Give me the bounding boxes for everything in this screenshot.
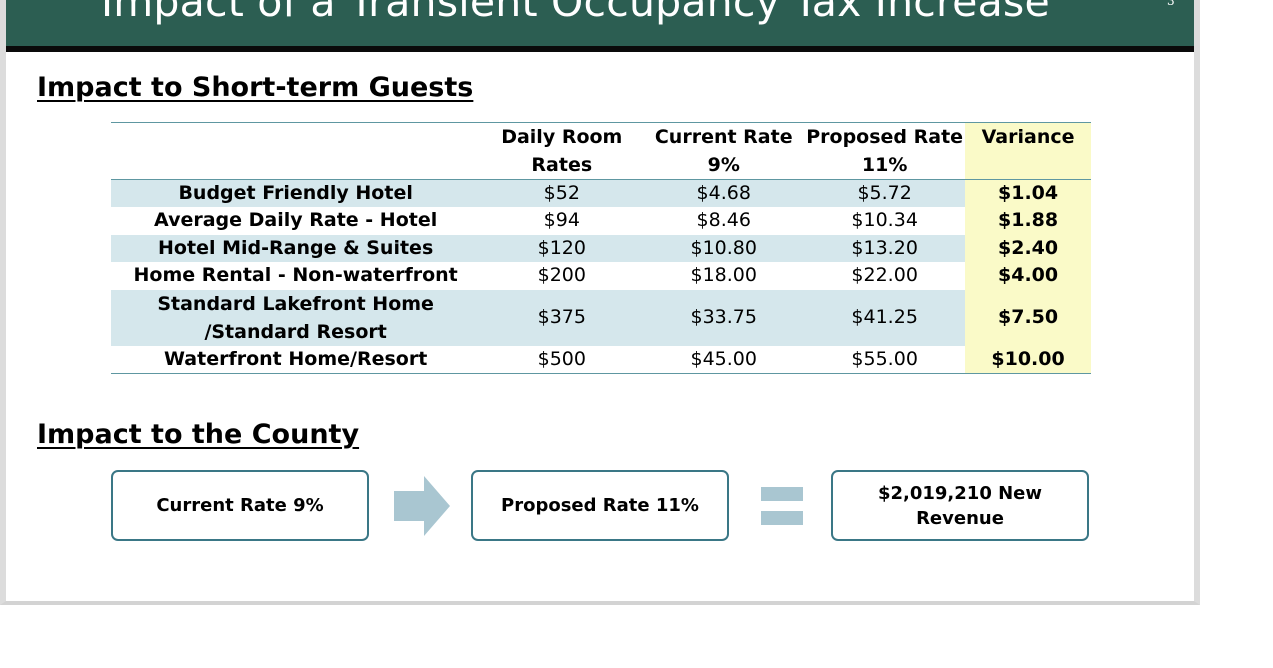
row-name: Home Rental - Non-waterfront bbox=[133, 264, 458, 287]
title-bar: Impact of a Transient Occupancy Tax Incr… bbox=[6, 0, 1194, 52]
row-proposed-rate: $55.00 bbox=[851, 347, 918, 370]
row-current-rate: $8.46 bbox=[696, 209, 751, 232]
table-row: Average Daily Rate - Hotel $94 $8.46 $10… bbox=[111, 207, 1091, 235]
row-name: Hotel Mid-Range & Suites bbox=[111, 234, 481, 262]
table-row: Standard Lakefront Home /Standard Resort… bbox=[111, 289, 1091, 346]
proposed-rate-label: Proposed Rate 11% bbox=[501, 495, 699, 516]
row-name: Waterfront Home/Resort bbox=[164, 347, 428, 370]
row-current-rate: $33.75 bbox=[643, 289, 805, 346]
column-header-name bbox=[111, 123, 480, 180]
row-daily-rate: $375 bbox=[480, 289, 644, 346]
table-row: Budget Friendly Hotel $52 $4.68 $5.72 $1… bbox=[111, 179, 1091, 207]
table-row: Hotel Mid-Range & Suites $120 $10.80 $13… bbox=[111, 234, 1091, 262]
row-variance: $7.50 bbox=[965, 289, 1091, 346]
row-variance: $10.00 bbox=[965, 345, 1091, 373]
row-daily-rate: $500 bbox=[537, 347, 586, 370]
row-proposed-rate: $5.72 bbox=[804, 179, 966, 207]
row-name: Average Daily Rate - Hotel bbox=[154, 209, 438, 232]
county-heading: Impact to the County bbox=[37, 419, 360, 450]
row-daily-rate: $200 bbox=[537, 264, 586, 287]
new-revenue-box: $2,019,210 New Revenue bbox=[831, 470, 1089, 541]
equals-icon bbox=[761, 487, 803, 525]
row-proposed-rate: $13.20 bbox=[804, 234, 966, 262]
row-current-rate: $10.80 bbox=[643, 234, 805, 262]
row-current-rate: $18.00 bbox=[690, 264, 757, 287]
column-header-daily: Daily Room Rates bbox=[501, 126, 623, 176]
column-header-proposed: Proposed Rate 11% bbox=[806, 126, 964, 176]
row-variance: $4.00 bbox=[965, 262, 1091, 290]
row-proposed-rate: $41.25 bbox=[804, 289, 966, 346]
table-row: Home Rental - Non-waterfront $200 $18.00… bbox=[111, 262, 1091, 290]
row-current-rate: $45.00 bbox=[690, 347, 757, 370]
guests-heading: Impact to Short-term Guests bbox=[37, 72, 474, 103]
column-header-variance: Variance bbox=[965, 122, 1091, 180]
row-variance: $1.88 bbox=[965, 207, 1091, 235]
current-rate-box: Current Rate 9% bbox=[111, 470, 369, 541]
slide-title: Impact of a Transient Occupancy Tax Incr… bbox=[101, 0, 1050, 26]
rates-table: Daily Room Rates Current Rate 9% Propose… bbox=[111, 122, 1091, 374]
current-rate-label: Current Rate 9% bbox=[156, 495, 324, 516]
row-name: Standard Lakefront Home /Standard Resort bbox=[111, 289, 481, 346]
row-proposed-rate: $22.00 bbox=[851, 264, 918, 287]
row-daily-rate: $52 bbox=[480, 179, 644, 207]
new-revenue-label: $2,019,210 New Revenue bbox=[877, 482, 1043, 529]
row-proposed-rate: $10.34 bbox=[851, 209, 918, 232]
row-daily-rate: $94 bbox=[543, 209, 580, 232]
row-name: Budget Friendly Hotel bbox=[111, 179, 481, 207]
arrow-right-icon bbox=[394, 476, 450, 536]
row-daily-rate: $120 bbox=[480, 234, 644, 262]
slide: Impact of a Transient Occupancy Tax Incr… bbox=[0, 0, 1200, 605]
row-current-rate: $4.68 bbox=[643, 179, 805, 207]
table-header-row: Daily Room Rates Current Rate 9% Propose… bbox=[111, 122, 1091, 180]
row-variance: $2.40 bbox=[965, 234, 1091, 262]
table-row: Waterfront Home/Resort $500 $45.00 $55.0… bbox=[111, 345, 1091, 373]
row-variance: $1.04 bbox=[965, 179, 1091, 207]
proposed-rate-box: Proposed Rate 11% bbox=[471, 470, 729, 541]
column-header-current: Current Rate 9% bbox=[654, 126, 793, 176]
page-number: 3 bbox=[1167, 0, 1175, 8]
